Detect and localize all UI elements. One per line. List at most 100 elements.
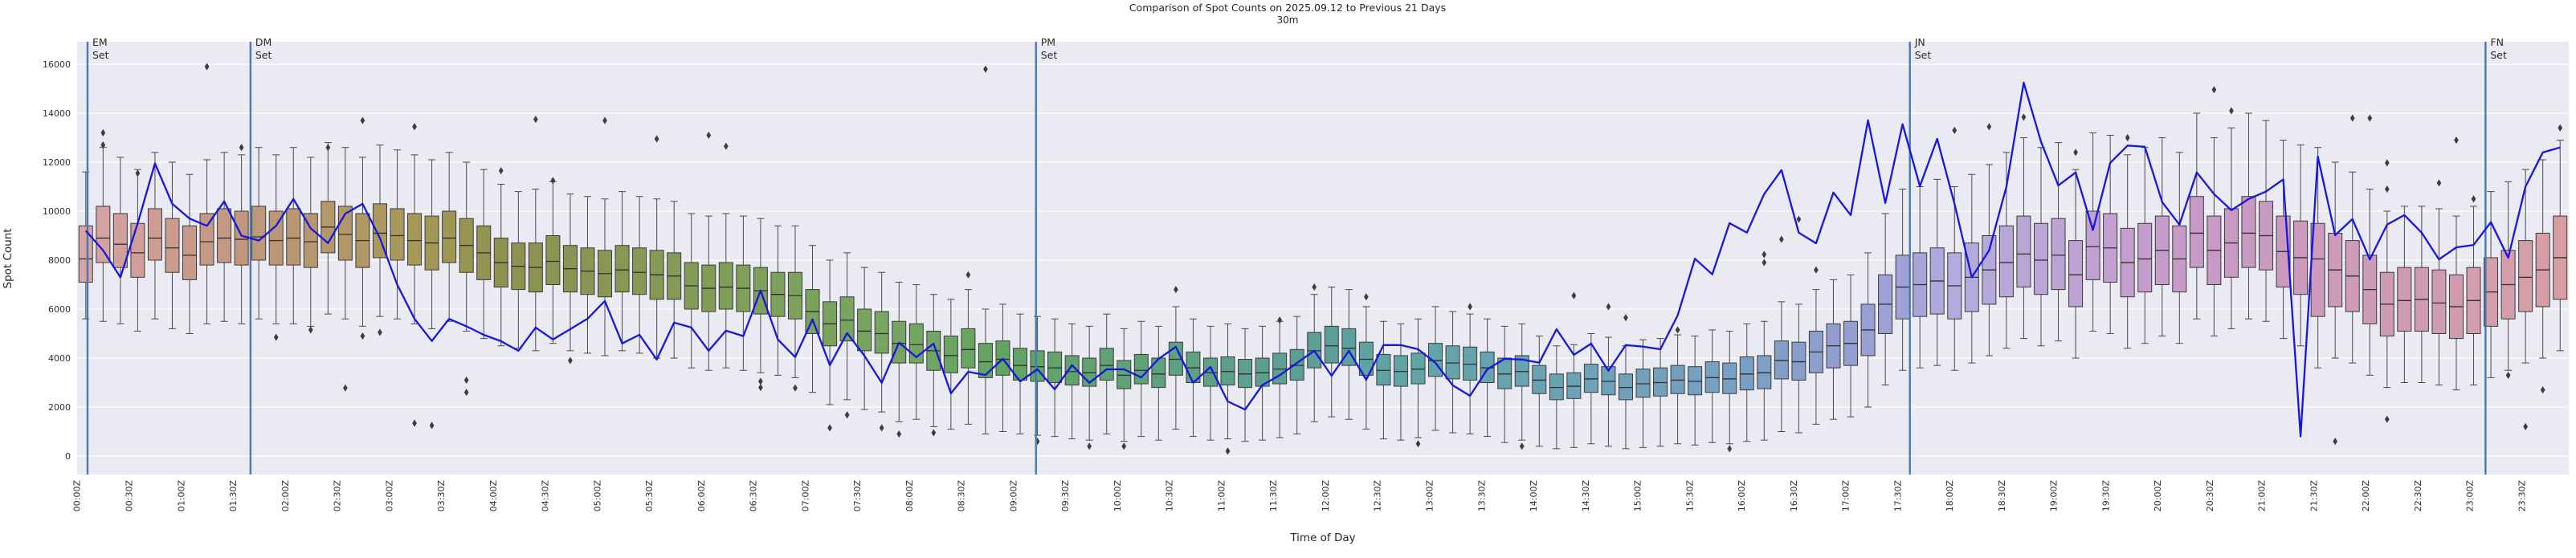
box-plot-item (1168, 306, 1183, 430)
iqr-box (1376, 353, 1391, 386)
box-plot-item (1064, 323, 1080, 440)
outlier-diamond (2333, 438, 2338, 446)
outlier-diamond (1364, 293, 1369, 301)
box-plot-item (1739, 323, 1754, 442)
box-plot-item (493, 183, 508, 347)
box-plot-item (943, 299, 958, 430)
x-tick-label: 09:00Z (1008, 480, 1019, 512)
box-plot-item (718, 213, 733, 369)
iqr-box (234, 210, 249, 266)
box-plot-item (614, 191, 630, 352)
x-axis-label: Time of Day (1289, 532, 1355, 544)
box-plot-item (1514, 323, 1529, 441)
outlier-diamond (325, 144, 331, 152)
iqr-box (1047, 351, 1063, 384)
outlier-diamond (2471, 195, 2476, 203)
box-plot-item (823, 259, 838, 405)
box-plot-item (96, 147, 111, 322)
outlier-diamond (2540, 386, 2545, 394)
x-tick-label: 07:00Z (800, 480, 810, 512)
box-plot-item (1117, 328, 1132, 442)
box-plot-item (1670, 334, 1685, 445)
iqr-box (614, 245, 630, 293)
boxplot-series (78, 112, 2568, 450)
event-label-word: Set (2490, 49, 2507, 61)
outlier-diamond (896, 430, 902, 438)
box-plot-item (1929, 178, 1945, 366)
iqr-box (1220, 356, 1235, 386)
box-plot-item (1151, 325, 1166, 441)
box-plot-item (736, 215, 751, 371)
box-plot-item (2016, 136, 2031, 340)
iqr-box (1410, 352, 1426, 385)
box-plot-item (562, 193, 578, 352)
box-plot-item (1255, 325, 1270, 441)
box-plot-item (78, 171, 93, 320)
x-tick-label: 00:30Z (124, 480, 134, 512)
box-plot-item (1982, 164, 1997, 356)
box-plot-item (1324, 287, 1339, 417)
iqr-box (303, 213, 318, 268)
box-plot-item (961, 289, 976, 425)
iqr-box (165, 218, 180, 273)
box-plot-item (182, 173, 198, 335)
event-label-word: Set (255, 49, 272, 61)
outlier-diamond (135, 169, 141, 177)
x-tick-label: 14:00Z (1529, 480, 1539, 512)
iqr-box (1151, 357, 1166, 389)
box-plot-item (1583, 333, 1598, 445)
x-tick-label: 20:30Z (2205, 480, 2215, 512)
box-plot-item (2103, 134, 2118, 335)
iqr-box (1704, 361, 1720, 393)
box-plot-item (1047, 318, 1063, 438)
outlier-markers (100, 63, 2563, 455)
box-plot-item (407, 154, 423, 324)
box-plot-item (372, 145, 387, 317)
box-plot-item (2484, 191, 2499, 378)
box-plot-item (1826, 279, 1841, 420)
box-plot-item (1704, 329, 1720, 443)
y-tick-label: 10000 (43, 206, 71, 217)
x-tick-labels: 00:00Z 00:30Z 01:00Z 01:30Z 02:00Z 02:30Z 03:0… (72, 480, 2528, 512)
box-plot-item (978, 308, 993, 435)
outlier-diamond (343, 384, 348, 392)
outlier-diamond (1519, 442, 1525, 450)
y-tick-label: 4000 (48, 353, 71, 364)
outlier-diamond (378, 328, 382, 336)
box-plot-item (667, 201, 682, 359)
outlier-diamond (2384, 415, 2390, 423)
x-tick-label: 16:00Z (1737, 480, 1747, 512)
outlier-diamond (463, 389, 469, 397)
iqr-box (407, 213, 423, 266)
box-plot-item (459, 161, 474, 332)
x-tick-label: 09:30Z (1060, 480, 1071, 512)
iqr-box (1618, 373, 1633, 401)
x-tick-label: 11:00Z (1216, 480, 1227, 512)
outlier-diamond (758, 384, 763, 392)
box-plot-item (2500, 181, 2516, 371)
x-tick-label: 15:30Z (1684, 480, 1695, 512)
box-plot-item (1445, 311, 1460, 434)
box-plot-item (684, 213, 699, 369)
iqr-box (1549, 373, 1564, 401)
box-plot-item (1601, 336, 1616, 447)
iqr-box (217, 208, 232, 263)
box-plot-item (874, 271, 889, 413)
outlier-diamond (2211, 86, 2217, 94)
x-tick-label: 17:30Z (1892, 480, 1903, 512)
iqr-box (1670, 365, 1685, 394)
box-plot-item (2068, 169, 2084, 359)
box-plot-item (2397, 206, 2412, 384)
box-plot-item (1878, 213, 1893, 386)
box-plot-item (1860, 252, 1876, 408)
outlier-diamond (1415, 440, 1421, 448)
box-plot-item (2085, 132, 2100, 332)
x-tick-label: 16:30Z (1789, 480, 1799, 512)
outlier-diamond (1277, 316, 1282, 324)
iqr-box (268, 210, 284, 266)
box-plot-item (580, 196, 595, 354)
outlier-diamond (1675, 326, 1680, 334)
outlier-diamond (1087, 442, 1092, 450)
outlier-diamond (827, 424, 832, 432)
outlier-diamond (2384, 159, 2390, 167)
